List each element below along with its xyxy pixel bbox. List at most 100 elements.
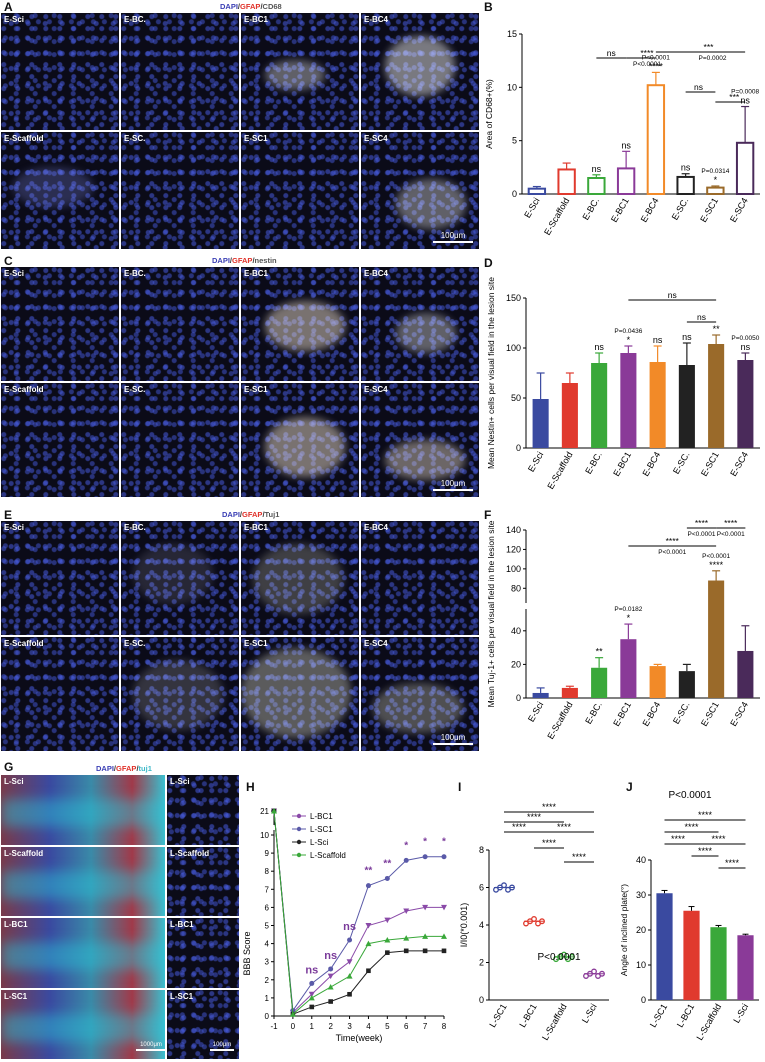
signal-glow — [132, 659, 223, 730]
significance-label: ns — [594, 342, 604, 352]
signal-glow — [12, 167, 93, 208]
significance-label: ns — [741, 342, 751, 352]
bracket-significance: **** — [684, 822, 699, 832]
bracket-significance: **** — [542, 802, 557, 812]
x-tick-label: E-BC1 — [611, 450, 633, 478]
panel-letter-g: G — [4, 760, 14, 774]
micrograph-tile: E-BC4 — [360, 266, 480, 382]
micrograph-tile: E-BC1 — [240, 266, 360, 382]
bar — [737, 360, 754, 448]
stain-legend-g: DAPI/GFAP/tuj1 — [96, 764, 152, 773]
stain-nestin: nestin — [254, 256, 277, 265]
bracket-significance: ns — [694, 82, 703, 92]
y-tick-label: 100 — [506, 343, 521, 353]
y-tick-label: 8 — [479, 845, 484, 855]
significance-label: ** — [596, 647, 604, 657]
y-tick-label: 140 — [506, 525, 521, 535]
data-point — [327, 984, 334, 990]
y-tick-label: 0 — [265, 1012, 270, 1021]
micrograph-tile: E-BC1 — [240, 12, 360, 131]
longitudinal-section: L-Scaffold — [0, 845, 166, 917]
bar — [557, 168, 576, 195]
x-tick-label: 4 — [366, 1022, 371, 1031]
micrograph-tile: L-Scaffold — [166, 845, 240, 917]
data-point — [346, 973, 353, 979]
scale-bar-label: 100μm — [440, 231, 466, 240]
tile-label: E-BC. — [124, 15, 146, 24]
y-axis-label: Area of CD68+(%) — [484, 79, 494, 149]
tile-label: E-Scaffold — [4, 385, 44, 394]
y-tick-label: 50 — [511, 393, 521, 403]
y-tick-label: 8 — [265, 867, 270, 876]
data-point — [384, 875, 390, 881]
data-point — [365, 883, 371, 889]
micrograph-tile: E-SC4 100μm — [360, 131, 480, 250]
signal-glow — [252, 543, 343, 614]
significance-label: ns — [343, 921, 356, 933]
x-tick-label: 8 — [442, 1022, 447, 1031]
y-tick-label: 0 — [479, 995, 484, 1005]
y-tick-label: 30 — [636, 890, 646, 900]
y-tick-label: 4 — [265, 940, 270, 949]
tile-label: E-SC. — [124, 134, 146, 143]
data-point — [403, 935, 410, 941]
micrograph-tile: E-SC. — [120, 382, 240, 498]
stain-dapi: DAPI — [220, 2, 238, 11]
y-tick-label: 15 — [507, 29, 517, 39]
y-tick-label: 2 — [265, 976, 270, 985]
tile-label: E-BC4 — [364, 269, 389, 278]
data-point — [289, 1011, 296, 1017]
bar — [676, 175, 695, 195]
bracket-significance: **** — [698, 846, 713, 856]
series-line — [273, 810, 444, 1014]
x-tick-label: L-Sci — [731, 1002, 750, 1025]
tile-label: E-BC1 — [244, 15, 269, 24]
micrograph-tile: E-BC. — [120, 520, 240, 636]
bracket-significance: ns — [607, 48, 616, 58]
bar — [708, 344, 725, 448]
bar — [620, 353, 637, 448]
y-tick-label: 0 — [516, 693, 521, 703]
tile-label: E-SC1 — [244, 639, 268, 648]
tile-label: L-BC1 — [4, 920, 28, 929]
y-tick-label: 20 — [511, 659, 521, 669]
legend-label: L-Scaffold — [310, 851, 346, 860]
y-axis-label: I/I0(*0.001) — [459, 903, 469, 948]
bracket-p-value: P=0.0002 — [698, 55, 726, 62]
data-point — [308, 991, 315, 998]
micrograph-tile: E-SC4 100μm — [360, 636, 480, 752]
bracket-significance: **** — [542, 838, 557, 848]
data-point — [441, 854, 447, 860]
bar — [646, 84, 666, 195]
y-tick-label: 21 — [260, 807, 269, 816]
y-tick-label: 9 — [265, 849, 270, 858]
x-tick-label: E-BC. — [583, 450, 604, 476]
data-point — [346, 959, 353, 965]
micrograph-tile: E-BC. — [120, 12, 240, 131]
tile-label: E-SC1 — [244, 134, 268, 143]
series-line — [273, 810, 444, 1012]
p-value-label: P<0.0001 — [642, 54, 670, 61]
y-tick-label: 10 — [260, 831, 269, 840]
data-point — [441, 948, 447, 954]
x-tick-label: E-SC4 — [728, 196, 750, 224]
y-tick-label: 3 — [265, 958, 270, 967]
scale-bar-line — [210, 1049, 234, 1051]
significance-label: ** — [365, 866, 373, 877]
micrograph-tile: E-BC1 — [240, 520, 360, 636]
x-tick-label: E-SC1 — [699, 700, 721, 728]
data-point — [422, 854, 428, 860]
tile-label: E-SC. — [124, 639, 146, 648]
stain-legend-a: DAPI/GFAP/CD68 — [220, 2, 282, 11]
stain-gfap: GFAP — [242, 510, 263, 519]
stain-dapi: DAPI — [222, 510, 240, 519]
x-tick-label: 1 — [310, 1022, 315, 1031]
panel-letter-f: F — [484, 508, 492, 522]
bar — [649, 666, 666, 698]
significance-label: ns — [740, 96, 750, 106]
legend-label: L-Sci — [310, 838, 328, 847]
y-tick-label: 0 — [516, 443, 521, 453]
micrograph-grid-e: E-Sci E-BC. E-BC1 E-BC4 E-Scaffold E-SC. E-SC1… — [0, 520, 480, 752]
x-tick-label: L-Sci — [580, 1002, 599, 1025]
stain-gfap: GFAP — [116, 764, 137, 773]
